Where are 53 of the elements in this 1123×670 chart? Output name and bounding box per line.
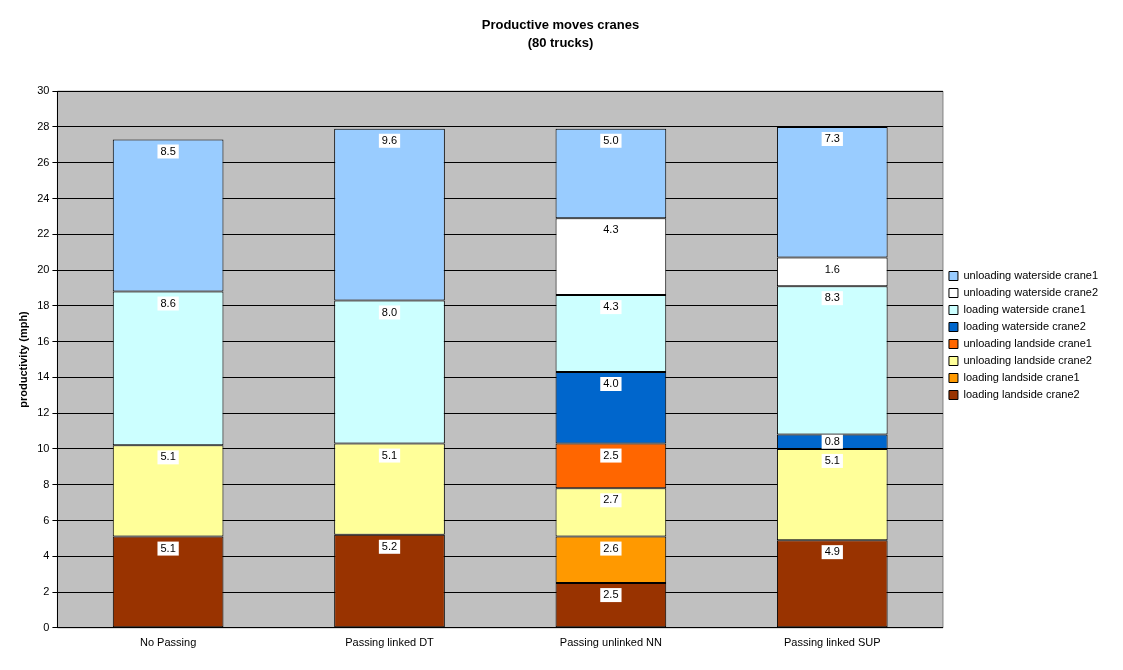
y-tick-label: 4: [43, 549, 50, 562]
data-label: 9.6: [381, 133, 398, 146]
legend-label: loading landside crane1: [963, 371, 1080, 384]
data-label: 8.6: [160, 296, 176, 309]
y-tick-label: 26: [37, 155, 50, 168]
y-tick-label: 30: [37, 84, 50, 97]
data-label: 0.8: [824, 434, 840, 447]
y-tick-label: 20: [37, 263, 50, 276]
data-label: 5.2: [381, 539, 398, 552]
x-tick-label: No Passing: [139, 636, 197, 649]
data-label: 8.0: [381, 305, 398, 318]
data-label: 2.5: [603, 588, 619, 601]
y-tick-label: 12: [37, 406, 50, 419]
y-tick-label: 8: [43, 477, 50, 490]
chart-title: Productive moves cranes: [481, 17, 640, 33]
y-tick-label: 16: [37, 334, 50, 347]
legend-label: unloading landside crane2: [963, 354, 1092, 367]
data-label: 7.3: [824, 132, 840, 144]
data-label: 2.5: [603, 448, 619, 461]
x-tick-label: Passing unlinked NN: [559, 636, 662, 649]
data-label: 8.5: [160, 144, 176, 157]
legend-label: loading waterside crane1: [963, 303, 1086, 316]
data-label: 4.0: [603, 377, 619, 390]
y-tick-label: 6: [43, 513, 50, 526]
legend-label: unloading waterside crane2: [963, 286, 1099, 299]
y-tick-label: 22: [37, 227, 50, 240]
legend-label: unloading landside crane1: [963, 337, 1092, 350]
y-tick-label: 14: [37, 370, 50, 383]
y-tick-label: 10: [37, 441, 50, 454]
data-label: 2.7: [603, 493, 619, 506]
data-label: 1.6: [824, 262, 840, 275]
data-label: 4.3: [603, 300, 619, 313]
legend-label: unloading waterside crane1: [963, 269, 1099, 282]
data-label: 8.3: [824, 291, 840, 304]
data-label: 5.1: [160, 450, 176, 463]
y-tick-label: 18: [37, 298, 50, 311]
data-label: 5.1: [824, 453, 840, 466]
data-label: 5.1: [381, 448, 398, 461]
chart-subtitle: (80 trucks): [527, 34, 594, 50]
data-label: 5.1: [160, 541, 176, 554]
data-label: 2.6: [603, 541, 619, 554]
y-tick-label: 2: [43, 585, 50, 598]
y-tick-label: 28: [37, 120, 50, 132]
x-tick-label: Passing linked SUP: [783, 636, 881, 649]
legend-label: loading landside crane2: [963, 388, 1080, 401]
legend-label: loading waterside crane2: [963, 320, 1086, 333]
y-axis-title: productivity (mph): [16, 310, 29, 408]
x-tick-label: Passing linked DT: [345, 636, 435, 649]
data-label: 5.0: [603, 133, 619, 146]
data-label: 4.3: [603, 223, 619, 236]
y-tick-label: 24: [37, 191, 50, 204]
data-label: 4.9: [824, 545, 840, 558]
y-tick-label: 0: [43, 620, 50, 633]
